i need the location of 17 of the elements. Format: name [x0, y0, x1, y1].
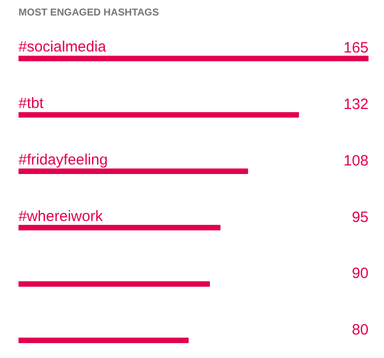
bar [18, 112, 299, 118]
bar [18, 224, 221, 230]
data-label: 80 [352, 322, 369, 339]
data-label: 132 [343, 96, 369, 114]
y-tick-label: #fridayfeeling [18, 151, 108, 168]
bar [18, 281, 210, 287]
chart-title: MOST ENGAGED HASHTAGS [18, 8, 160, 18]
data-label: 108 [343, 152, 369, 170]
bar [18, 56, 368, 62]
y-tick-label: #whereiwork [18, 208, 104, 225]
data-label: 90 [352, 265, 369, 282]
data-label: 165 [343, 40, 369, 57]
data-label: 95 [352, 208, 369, 226]
y-tick-label: #socialmedia [18, 38, 107, 56]
bar [18, 168, 248, 174]
bar [18, 338, 189, 344]
y-tick-label: #tbt [18, 95, 44, 112]
